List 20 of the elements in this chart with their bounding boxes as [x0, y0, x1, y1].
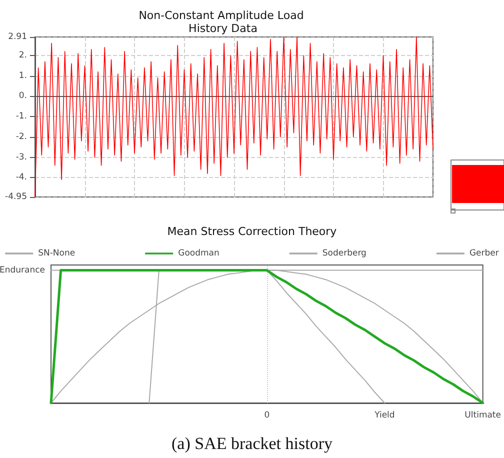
legend-label: Gerber: [469, 248, 500, 258]
y-tick-label: -4.95: [5, 192, 27, 202]
x-tick-label: Yield: [374, 410, 395, 420]
y-tick-label: -1.: [16, 112, 27, 122]
y-tick-label: -3.: [16, 152, 27, 162]
x-tick-label: 0: [264, 410, 270, 420]
x-tick-label: Ultimate: [464, 410, 502, 420]
legend-label: SN-None: [38, 248, 76, 258]
y-tick-label: 2.91: [8, 32, 27, 42]
y-tick-label: 2.: [18, 50, 27, 61]
y-tick-label: 0.: [18, 91, 27, 102]
y-tick-label: 1.: [18, 70, 27, 81]
legend-label: Soderberg: [322, 248, 366, 258]
y-tick-label: -4.: [16, 172, 27, 183]
text: Endurance: [0, 265, 45, 276]
y-tick-label: -2.: [16, 132, 27, 142]
chart-title: Mean Stress Correction Theory: [167, 225, 338, 238]
text: (a) SAE bracket history: [172, 434, 333, 453]
legend-label: Goodman: [178, 248, 220, 258]
chart-title: Non-Constant Amplitude Load History Data: [138, 9, 308, 35]
